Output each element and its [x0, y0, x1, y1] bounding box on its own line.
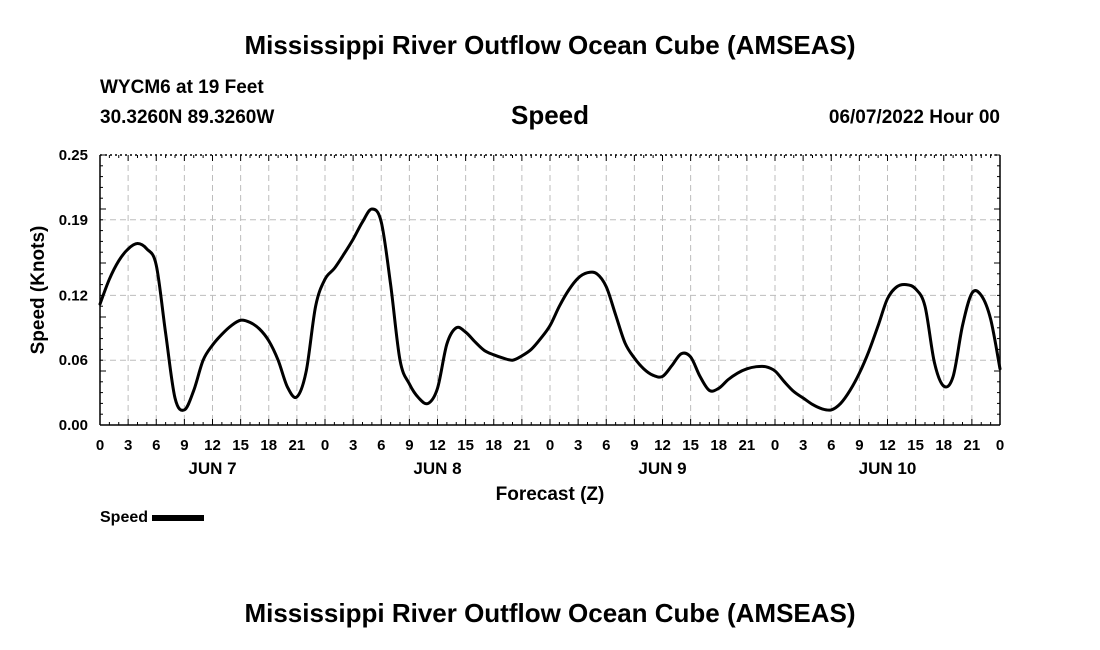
axes: [99, 154, 1001, 426]
day-label: JUN 7: [188, 459, 236, 478]
x-tick-label: 15: [457, 437, 474, 454]
x-tick-label: 12: [204, 437, 221, 454]
series-layer: [98, 207, 1002, 412]
legend: Speed: [100, 509, 205, 527]
y-axis-title: Speed (Knots): [28, 226, 49, 355]
x-axis-title: Forecast (Z): [496, 484, 605, 505]
x-tick-label: 18: [710, 437, 727, 454]
x-tick-label: 21: [514, 437, 531, 454]
x-tick-label: 21: [739, 437, 756, 454]
y-tick-label: 0.12: [59, 287, 88, 304]
legend-swatch: [152, 515, 205, 521]
y-tick-label: 0.06: [59, 352, 88, 369]
y-tick-label: 0.19: [59, 212, 88, 229]
x-tick-label: 6: [152, 437, 160, 454]
x-tick-label: 0: [996, 437, 1004, 454]
x-tick-label: 6: [377, 437, 385, 454]
x-tick-label: 0: [96, 437, 104, 454]
x-tick-label: 9: [180, 437, 188, 454]
x-tick-label: 0: [771, 437, 779, 454]
footer-title: Mississippi River Outflow Ocean Cube (AM…: [244, 598, 856, 628]
x-tick-label: 3: [349, 437, 357, 454]
x-tick-label: 0: [546, 437, 554, 454]
day-label: JUN 9: [638, 459, 686, 478]
x-tick-label: 3: [574, 437, 582, 454]
x-tick-label: 18: [935, 437, 952, 454]
x-tick-label: 0: [321, 437, 329, 454]
axis-labels: 0 3 6 9 12 15 18 21 0 3 6 9 12 15 18 21 0 3 6 9 12 15 18 21 0 3 6 9…: [28, 147, 1004, 505]
x-tick-label: 12: [654, 437, 671, 454]
x-tick-label: 18: [485, 437, 502, 454]
day-label: JUN 10: [859, 459, 917, 478]
x-tick-label: 9: [405, 437, 413, 454]
x-tick-label: 6: [602, 437, 610, 454]
speed-series-line: [98, 207, 1002, 412]
coordinates-label: 30.3260N 89.3260W: [100, 107, 275, 128]
x-tick-label: 18: [260, 437, 277, 454]
x-tick-label: 15: [907, 437, 924, 454]
x-tick-label: 3: [124, 437, 132, 454]
station-label: WYCM6 at 19 Feet: [100, 77, 264, 98]
day-label: JUN 8: [413, 459, 461, 478]
y-tick-label: 0.00: [59, 417, 88, 434]
x-tick-label: 12: [879, 437, 896, 454]
variable-title: Speed: [510, 100, 590, 130]
x-tick-label: 12: [429, 437, 446, 454]
x-tick-label: 9: [855, 437, 863, 454]
forecast-datetime: 06/07/2022 Hour 00: [828, 107, 1000, 128]
y-tick-label: 0.25: [59, 147, 88, 164]
x-tick-label: 15: [232, 437, 249, 454]
page-title: Mississippi River Outflow Ocean Cube (AM…: [244, 30, 856, 60]
x-tick-label: 6: [827, 437, 835, 454]
legend-label: Speed: [100, 509, 149, 526]
x-tick-label: 3: [799, 437, 807, 454]
x-tick-label: 21: [289, 437, 306, 454]
x-tick-label: 21: [964, 437, 981, 454]
grid: [100, 155, 1000, 425]
x-tick-label: 9: [630, 437, 638, 454]
x-tick-label: 15: [682, 437, 699, 454]
